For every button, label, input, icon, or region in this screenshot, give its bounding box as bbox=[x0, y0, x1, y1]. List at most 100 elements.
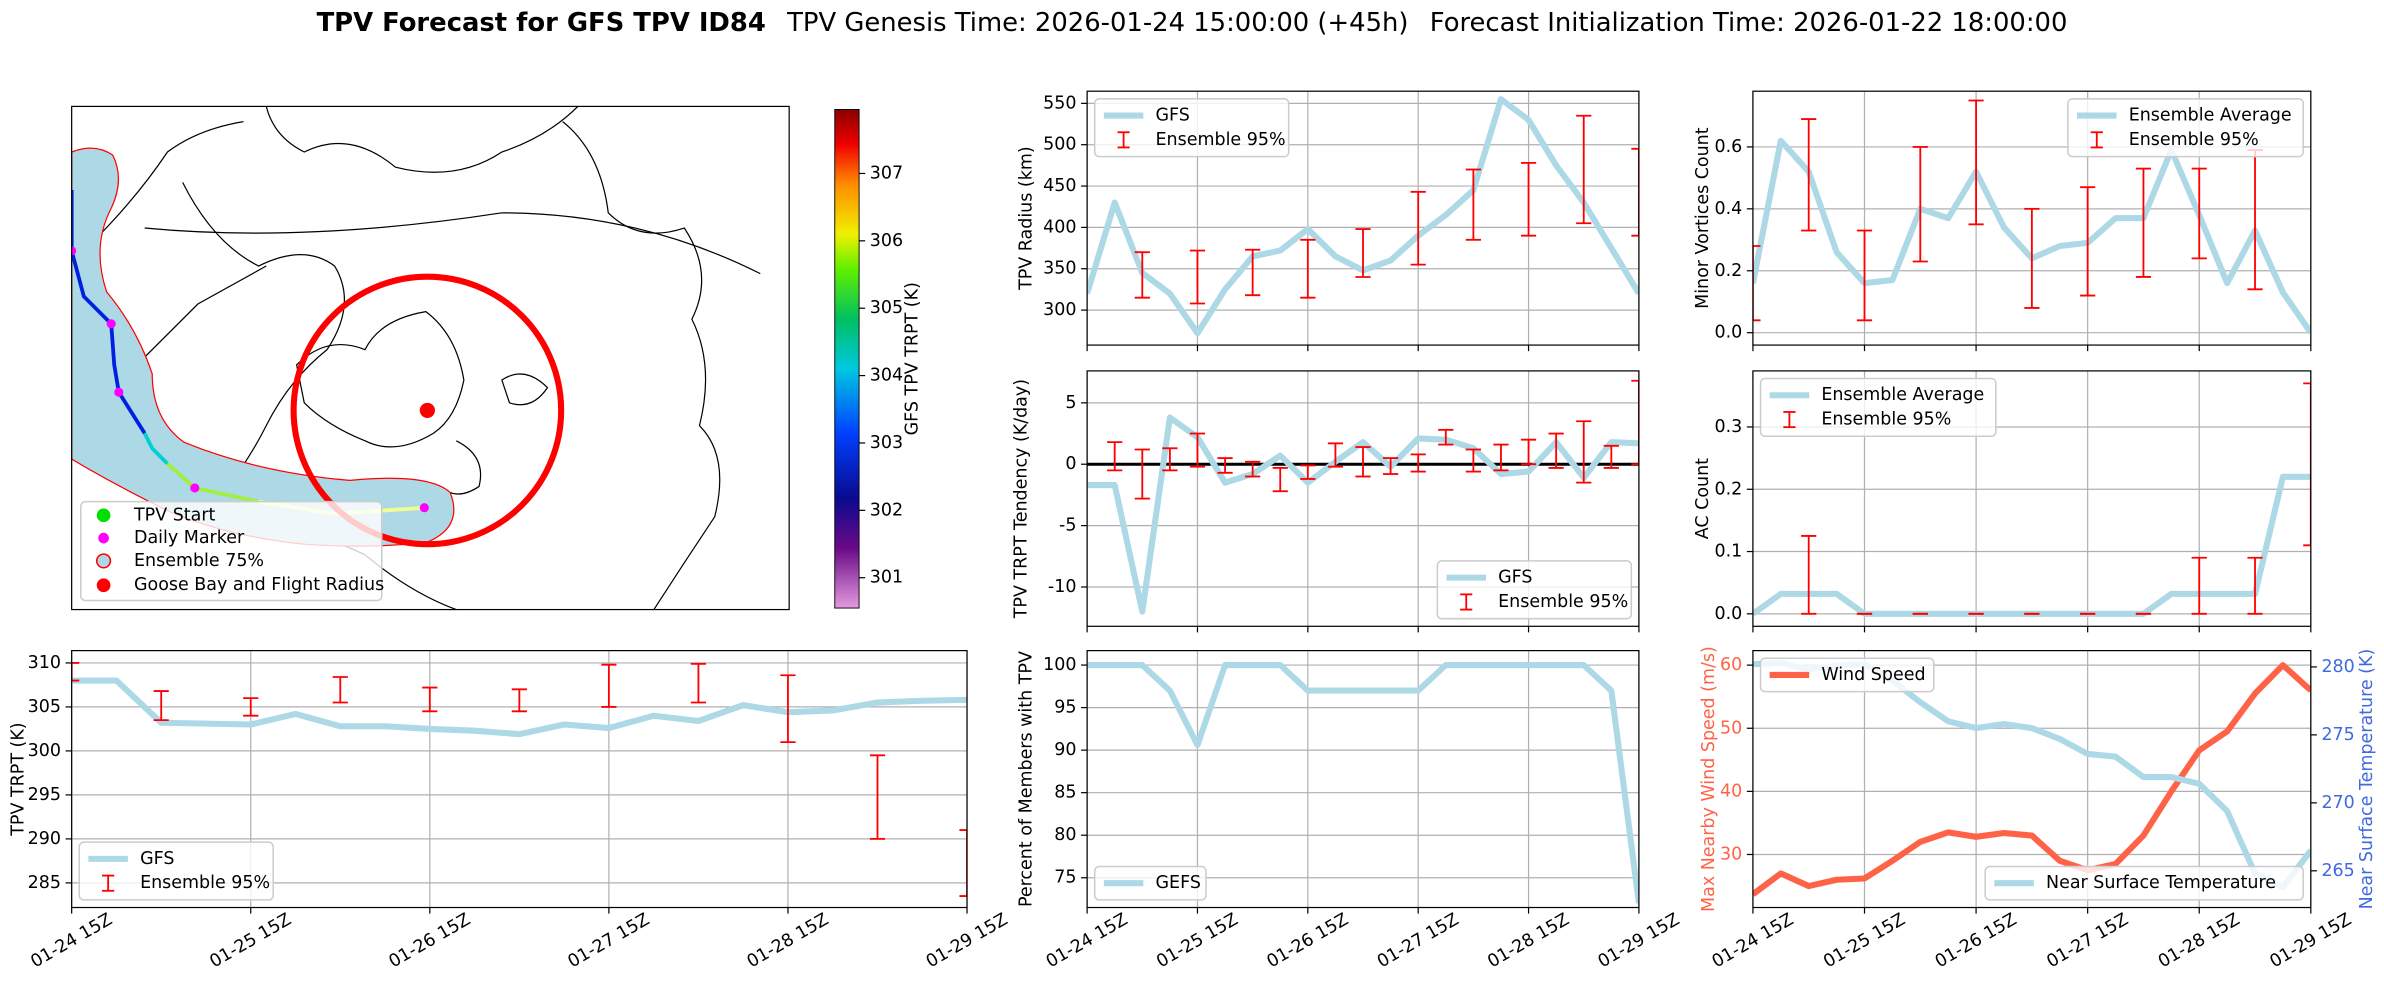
legend-label: GFS bbox=[140, 849, 174, 869]
y2-tick-label: 275 bbox=[2321, 725, 2354, 745]
x-tick-label: 01-24 15Z bbox=[27, 910, 115, 973]
axes-frame bbox=[71, 650, 968, 909]
x-tick-label: 01-28 15Z bbox=[1484, 910, 1572, 973]
track-segment bbox=[142, 432, 169, 465]
y-tick-label: 80 bbox=[1054, 825, 1076, 845]
series-line bbox=[1087, 662, 1639, 904]
daily-marker bbox=[106, 319, 116, 329]
plot-content bbox=[1087, 96, 1639, 337]
y-tick-label: 0.1 bbox=[1715, 542, 1743, 562]
plot-content bbox=[71, 662, 968, 897]
axes-frame bbox=[1086, 650, 1640, 909]
coastline bbox=[562, 121, 721, 610]
y-axis-label: AC Count bbox=[1693, 458, 1713, 539]
title-genesis: TPV Genesis Time: 2026-01-24 15:00:00 (+… bbox=[786, 7, 1408, 37]
legend-box bbox=[1093, 865, 1207, 901]
y-tick-label: 85 bbox=[1054, 783, 1076, 803]
legend-box bbox=[1759, 657, 1935, 693]
y-tick-label: -10 bbox=[1048, 577, 1077, 597]
y-tick-label: 0.4 bbox=[1715, 199, 1743, 219]
x-tick-label: 01-28 15Z bbox=[2155, 910, 2243, 973]
y2-axis-label: Near Surface Temperature (K) bbox=[2357, 649, 2377, 910]
y-tick-label: 450 bbox=[1043, 176, 1076, 196]
x-tick-label: 01-26 15Z bbox=[1264, 910, 1352, 973]
y-tick-label: 285 bbox=[28, 873, 61, 893]
y-axis-label: Minor Vortices Count bbox=[1693, 127, 1713, 309]
y-tick-label: 500 bbox=[1043, 135, 1076, 155]
colorbar-tick-label: 302 bbox=[870, 500, 903, 520]
x-tick-label: 01-26 15Z bbox=[386, 910, 474, 973]
axes-frame bbox=[1086, 370, 1640, 627]
daily-marker bbox=[419, 503, 429, 513]
coastline bbox=[295, 310, 465, 448]
title-init: Forecast Initialization Time: 2026-01-22… bbox=[1430, 7, 2068, 37]
legend-marker bbox=[98, 532, 109, 544]
x-tick-label: 01-25 15Z bbox=[1820, 910, 1908, 973]
legend-label: Wind Speed bbox=[1821, 665, 1925, 685]
series-line bbox=[71, 677, 968, 738]
legend-label: Ensemble Average bbox=[2129, 106, 2292, 126]
x-tick-label: 01-26 15Z bbox=[1932, 910, 2020, 973]
y-tick-label: 0.0 bbox=[1715, 604, 1743, 624]
flight-radius bbox=[290, 273, 565, 548]
y-tick-label: 95 bbox=[1054, 698, 1076, 718]
y-tick-label: 550 bbox=[1043, 93, 1076, 113]
axes-frame bbox=[1752, 370, 2312, 627]
coastline bbox=[182, 182, 345, 487]
y-axis-label: TPV Radius (km) bbox=[1016, 146, 1036, 291]
map-panel: TPV Start Daily Marker Ensemble 75% Goos… bbox=[71, 105, 922, 611]
x-tick-label: 01-29 15Z bbox=[1595, 910, 1683, 973]
x-tick-label: 01-29 15Z bbox=[923, 910, 1011, 973]
y-tick-label: 295 bbox=[28, 785, 61, 805]
y-tick-label: 0.3 bbox=[1715, 417, 1743, 437]
y-tick-label: 40 bbox=[1720, 781, 1742, 801]
y-tick-label: 300 bbox=[1043, 300, 1076, 320]
x-tick-label: 01-25 15Z bbox=[207, 910, 295, 973]
legend-label: GEFS bbox=[1156, 873, 1201, 893]
series-line bbox=[1752, 662, 2311, 897]
legend-box bbox=[2067, 98, 2304, 158]
figure-title: TPV Forecast for GFS TPV ID84 TPV Genesis… bbox=[317, 7, 2068, 37]
coastline bbox=[265, 106, 579, 173]
y-axis-label: Percent of Members with TPV bbox=[1016, 651, 1036, 907]
x-tick-label: 01-27 15Z bbox=[1374, 910, 1462, 973]
y-tick-label: 0.2 bbox=[1715, 479, 1743, 499]
y-tick-label: 0 bbox=[1065, 454, 1076, 474]
legend-marker bbox=[96, 578, 111, 593]
x-tick-label: 01-29 15Z bbox=[2267, 910, 2355, 973]
plot-area bbox=[1752, 650, 2311, 908]
legend-label: Ensemble Average bbox=[1821, 385, 1984, 405]
daily-markers bbox=[71, 246, 429, 513]
goose-bay bbox=[419, 402, 435, 419]
legend-label: TPV Start bbox=[133, 505, 216, 525]
y-tick-label: 60 bbox=[1720, 655, 1742, 675]
y-axis-label: TPV TRPT Tendency (K/day) bbox=[1012, 379, 1032, 619]
y-tick-label: 5 bbox=[1065, 393, 1076, 413]
x-tick-label: 01-28 15Z bbox=[744, 910, 832, 973]
legend-box bbox=[1984, 865, 2304, 901]
map-frame bbox=[71, 105, 790, 611]
legend-marker bbox=[95, 553, 112, 569]
y-tick-label: 290 bbox=[28, 829, 61, 849]
daily-marker bbox=[71, 246, 77, 256]
coastline bbox=[91, 121, 244, 244]
y2-tick-label: 270 bbox=[2321, 793, 2354, 813]
title-main: TPV Forecast for GFS TPV ID84 bbox=[317, 7, 766, 37]
map-legend: TPV Start Daily Marker Ensemble 75% Goos… bbox=[80, 500, 384, 602]
y2-tick-label: 280 bbox=[2321, 657, 2354, 677]
colorbar-tick-label: 304 bbox=[870, 366, 903, 386]
axes-frame bbox=[1752, 90, 2312, 346]
axes-frame bbox=[1086, 90, 1640, 346]
plot-content bbox=[1087, 379, 1639, 615]
y-tick-label: 300 bbox=[28, 741, 61, 761]
y2-tick-label: 265 bbox=[2321, 861, 2354, 881]
y-tick-label: 0.0 bbox=[1715, 323, 1743, 343]
border bbox=[144, 212, 761, 275]
series-line bbox=[1087, 414, 1639, 615]
legend-label: GFS bbox=[1156, 106, 1190, 126]
legend-label: Ensemble 95% bbox=[1821, 410, 1951, 430]
y-axis-label: Max Nearby Wind Speed (m/s) bbox=[1699, 646, 1719, 912]
colorbar-label: GFS TPV TRPT (K) bbox=[902, 282, 922, 435]
